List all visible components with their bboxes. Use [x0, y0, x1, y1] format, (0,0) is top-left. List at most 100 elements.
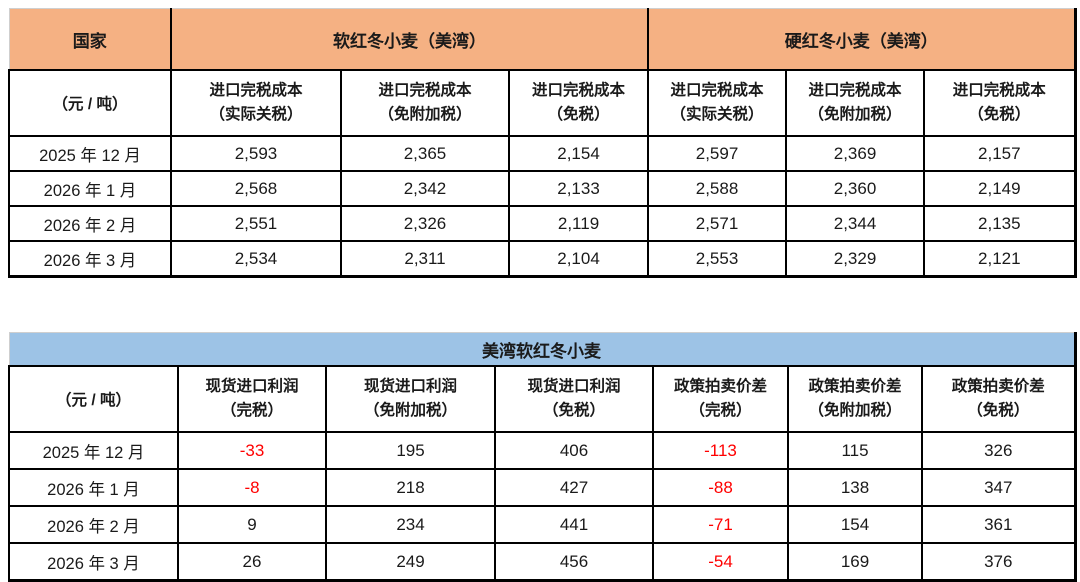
column-header-line2: （免税）: [968, 106, 1031, 123]
value-cell: 2,149: [923, 170, 1077, 207]
row-label: 2025 年 12 月: [8, 135, 172, 172]
srw-profit-table-body: 2025 年 12 月 -33 195 406 -113 115 326 2026 年 1 月…: [8, 431, 1077, 582]
column-header-line1: 进口完税成本: [532, 82, 626, 99]
column-header-line2: （免税）: [542, 402, 605, 419]
row-label: 2026 年 2 月: [8, 505, 179, 544]
value-cell: 115: [787, 431, 923, 470]
soft-red-winter-wheat-group-header: 软红冬小麦（美湾）: [169, 8, 650, 71]
value-cell: 347: [920, 468, 1077, 507]
value-cell: 2,135: [923, 205, 1077, 242]
value-cell: 2,119: [507, 205, 650, 242]
value-cell: 2,551: [170, 205, 342, 242]
table-row: 2026 年 3 月 26 249 456 -54 169 376: [8, 542, 1077, 582]
value-cell: -113: [652, 431, 789, 470]
column-header-line2: （实际关税）: [670, 106, 764, 123]
row-label: 2025 年 12 月: [8, 431, 179, 470]
table-row: 2026 年 2 月 2,551 2,326 2,119 2,571 2,344 2,135: [8, 205, 1077, 242]
column-header: 进口完税成本 （实际关税）: [170, 69, 342, 137]
value-cell: 406: [494, 431, 654, 470]
value-cell: 2,571: [647, 205, 788, 242]
value-cell: 2,553: [647, 240, 788, 278]
value-cell: 138: [787, 468, 923, 507]
column-header: 现货进口利润 （完税）: [177, 365, 327, 433]
column-header-line1: 进口完税成本: [808, 82, 902, 99]
value-cell: 2,311: [340, 240, 510, 278]
value-cell: 2,588: [647, 170, 788, 207]
column-header-line1: 政策拍卖价差: [951, 378, 1045, 395]
unit-header-cell: （元 / 吨）: [8, 69, 172, 137]
column-header-line1: 进口完税成本: [952, 82, 1046, 99]
hard-red-winter-wheat-group-header: 硬红冬小麦（美湾）: [647, 8, 1077, 71]
table-row: 2026 年 1 月 -8 218 427 -88 138 347: [8, 468, 1077, 507]
table-title: 美湾软红冬小麦: [8, 332, 1077, 367]
value-cell: 2,133: [507, 170, 650, 207]
column-header-line2: （实际关税）: [209, 106, 303, 123]
value-cell: 361: [920, 505, 1077, 544]
column-header-line1: 进口完税成本: [378, 82, 472, 99]
value-cell: 376: [920, 542, 1077, 582]
value-cell: 2,342: [340, 170, 510, 207]
column-header: 进口完税成本 （实际关税）: [647, 69, 788, 137]
column-header-line2: （免税）: [547, 106, 610, 123]
value-cell: 195: [325, 431, 496, 470]
import-cost-table-body: 2025 年 12 月 2,593 2,365 2,154 2,597 2,369 2,15…: [8, 135, 1077, 278]
column-header-line1: 进口完税成本: [209, 82, 303, 99]
column-header: 进口完税成本 （免附加税）: [785, 69, 926, 137]
value-cell: 249: [325, 542, 496, 582]
value-cell: 2,326: [340, 205, 510, 242]
value-cell: 2,360: [785, 170, 926, 207]
column-header: 进口完税成本 （免附加税）: [340, 69, 510, 137]
column-header-line2: （免附加税）: [808, 106, 902, 123]
value-cell: 2,154: [507, 135, 650, 172]
value-cell: 441: [494, 505, 654, 544]
column-header-line2: （完税）: [689, 402, 752, 419]
column-header-line2: （免附加税）: [363, 402, 457, 419]
country-header-cell: 国家: [8, 8, 172, 71]
value-cell: 2,534: [170, 240, 342, 278]
value-cell: 2,568: [170, 170, 342, 207]
value-cell: 2,121: [923, 240, 1077, 278]
value-cell: 326: [920, 431, 1077, 470]
value-cell: 2,104: [507, 240, 650, 278]
value-cell: 2,344: [785, 205, 926, 242]
value-cell: 26: [177, 542, 327, 582]
value-cell: 427: [494, 468, 654, 507]
value-cell: 169: [787, 542, 923, 582]
column-header: 进口完税成本 （免税）: [507, 69, 650, 137]
value-cell: -88: [652, 468, 789, 507]
value-cell: 154: [787, 505, 923, 544]
row-label: 2026 年 1 月: [8, 468, 179, 507]
value-cell: 2,597: [647, 135, 788, 172]
column-header: 政策拍卖价差 （完税）: [652, 365, 789, 433]
column-header: 政策拍卖价差 （免附加税）: [787, 365, 923, 433]
column-header: 现货进口利润 （免附加税）: [325, 365, 496, 433]
column-header-line1: 政策拍卖价差: [808, 378, 902, 395]
import-cost-table: 国家 软红冬小麦（美湾） 硬红冬小麦（美湾） （元 / 吨） 进口完税成本 （实…: [8, 8, 1077, 278]
table-row: 2026 年 2 月 9 234 441 -71 154 361: [8, 505, 1077, 544]
value-cell: 2,593: [170, 135, 342, 172]
value-cell: 218: [325, 468, 496, 507]
table-row: 2025 年 12 月 2,593 2,365 2,154 2,597 2,369 2,15…: [8, 135, 1077, 172]
value-cell: 234: [325, 505, 496, 544]
value-cell: 2,365: [340, 135, 510, 172]
value-cell: 9: [177, 505, 327, 544]
value-cell: 2,157: [923, 135, 1077, 172]
row-label: 2026 年 1 月: [8, 170, 172, 207]
column-header-row: （元 / 吨） 进口完税成本 （实际关税） 进口完税成本 （免附加税） 进口完税…: [8, 69, 1077, 137]
column-header-line1: 政策拍卖价差: [673, 378, 767, 395]
value-cell: 456: [494, 542, 654, 582]
table-row: 2025 年 12 月 -33 195 406 -113 115 326: [8, 431, 1077, 470]
value-cell: 2,329: [785, 240, 926, 278]
column-header: 政策拍卖价差 （免税）: [920, 365, 1077, 433]
group-header-row: 国家 软红冬小麦（美湾） 硬红冬小麦（美湾）: [8, 8, 1077, 71]
unit-header-cell: （元 / 吨）: [8, 365, 179, 433]
column-header-line2: （完税）: [220, 402, 283, 419]
value-cell: 2,369: [785, 135, 926, 172]
column-header-line1: 现货进口利润: [363, 378, 457, 395]
column-header-row: （元 / 吨） 现货进口利润 （完税） 现货进口利润 （免附加税） 现货进口利润…: [8, 365, 1077, 433]
value-cell: -33: [177, 431, 327, 470]
column-header-line2: （免附加税）: [378, 106, 472, 123]
value-cell: -8: [177, 468, 327, 507]
column-header: 进口完税成本 （免税）: [923, 69, 1077, 137]
